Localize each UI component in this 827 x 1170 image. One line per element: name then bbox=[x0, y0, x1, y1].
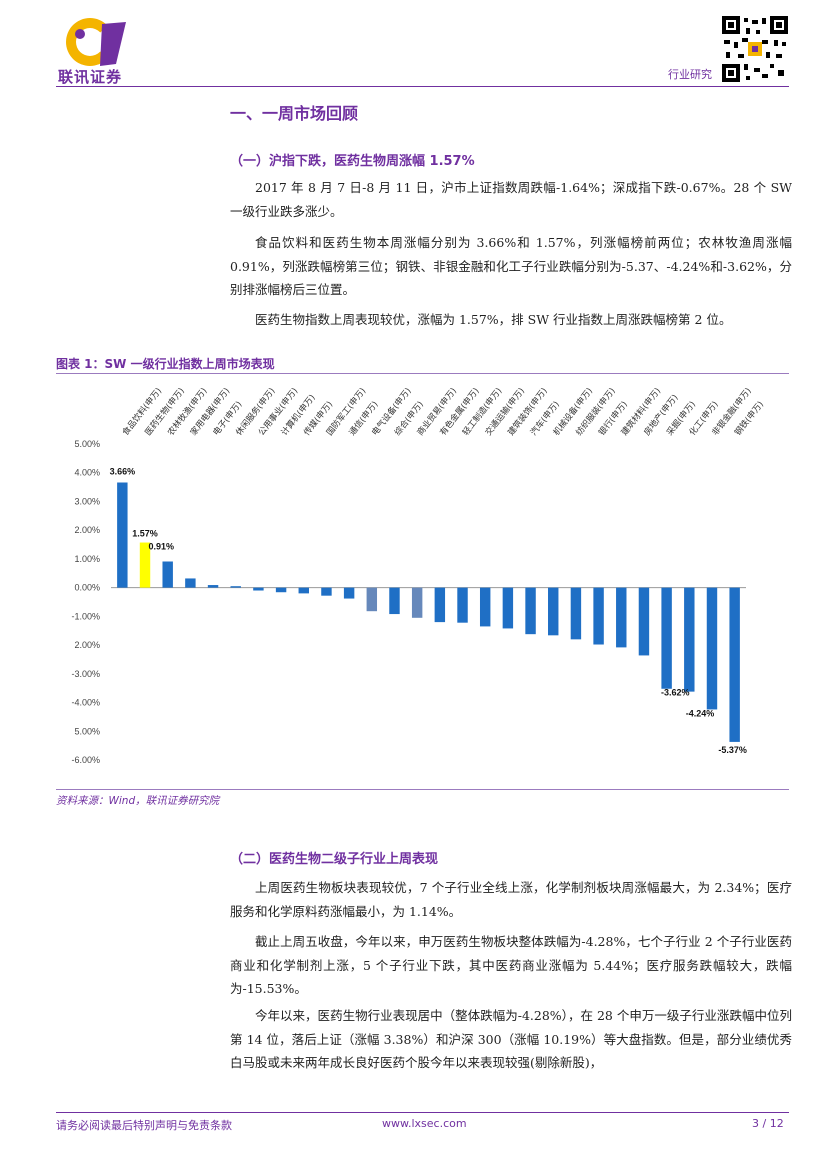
bar-22 bbox=[616, 587, 627, 648]
y-tick-label: 0.00% bbox=[74, 583, 100, 593]
category-label: 食品饮料(申万) bbox=[120, 386, 164, 438]
bar-10 bbox=[343, 587, 355, 599]
section-title: 一、一周市场回顾 bbox=[230, 104, 359, 123]
category-label: 纺织服装(申万) bbox=[574, 386, 618, 438]
y-tick-label: 3.00% bbox=[74, 496, 100, 506]
bar-18 bbox=[525, 587, 536, 635]
bar-1 bbox=[139, 542, 151, 588]
disclaimer-link[interactable]: 请务必阅读最后特别声明与免责条款 bbox=[56, 1119, 232, 1132]
paragraph: 上周医药生物板块表现较优，7 个子行业全线上涨，化学制剂板块周涨幅最大，为 2.… bbox=[230, 880, 792, 919]
category-label: 休闲服务(申万) bbox=[233, 386, 277, 438]
bar-12 bbox=[389, 587, 400, 615]
figure-top-rule bbox=[56, 373, 789, 374]
category-label: 国防军工(申万) bbox=[324, 386, 368, 438]
subsection-title-2: （二）医药生物二级子行业上周表现 bbox=[230, 852, 439, 867]
data-label: 0.91% bbox=[148, 541, 174, 551]
bar-27 bbox=[729, 587, 740, 742]
figure-source: 资料来源：Wind，联讯证券研究院 bbox=[56, 795, 220, 807]
bar-15 bbox=[457, 587, 468, 623]
bar-17 bbox=[502, 587, 514, 629]
y-tick-label: -1.00% bbox=[71, 611, 100, 621]
category-label: 电气设备(申万) bbox=[369, 386, 413, 438]
bar-4 bbox=[207, 585, 219, 588]
bar-3 bbox=[185, 578, 196, 588]
category-label: 建筑装饰(申万) bbox=[506, 386, 550, 438]
category-label: 交通运输(申万) bbox=[483, 386, 527, 438]
figure-title: 图表 1：SW 一级行业指数上周市场表现 bbox=[56, 357, 275, 371]
company-logo bbox=[66, 16, 126, 68]
header-divider bbox=[56, 86, 789, 87]
bar-5 bbox=[230, 586, 241, 588]
y-tick-label: 5.00% bbox=[74, 439, 100, 449]
section-label: 行业研究 bbox=[668, 68, 712, 81]
category-label: 家用电器(申万) bbox=[188, 386, 232, 438]
data-label: -4.24% bbox=[686, 708, 715, 718]
data-label: 1.57% bbox=[132, 529, 158, 539]
bar-6 bbox=[253, 587, 264, 591]
bar-7 bbox=[275, 587, 287, 593]
y-tick-label: -4.00% bbox=[71, 698, 100, 708]
paragraph: 截止上周五收盘，今年以来，申万医药生物板块整体跌幅为-4.28%，七个子行业 2… bbox=[230, 934, 792, 996]
website-link[interactable]: www.lxsec.com bbox=[382, 1117, 467, 1130]
data-label: -3.62% bbox=[661, 688, 690, 698]
y-tick-label: 4.00% bbox=[74, 468, 100, 478]
data-label: 3.66% bbox=[110, 466, 136, 476]
bar-chart: 5.00% 4.00% 3.00% 2.00% 1.00% 0.00% -1.00% 2.00… bbox=[71, 386, 766, 765]
bar-21 bbox=[593, 587, 604, 645]
category-label: 医药生物(申万) bbox=[143, 386, 187, 438]
page-number: 3 / 12 bbox=[752, 1117, 784, 1130]
bar-8 bbox=[298, 587, 309, 594]
category-label: 公用事业(申万) bbox=[256, 386, 300, 438]
subsection-title-1: （一）沪指下跌，医药生物周涨幅 1.57% bbox=[230, 154, 475, 169]
category-label: 机械设备(申万) bbox=[551, 386, 595, 438]
bar-14 bbox=[434, 587, 446, 623]
y-tick-label: -6.00% bbox=[71, 755, 100, 765]
bar-26 bbox=[706, 587, 718, 710]
data-label: -5.37% bbox=[718, 745, 747, 755]
footer-divider bbox=[56, 1112, 789, 1113]
category-label: 有色金属(申万) bbox=[438, 386, 482, 438]
bar-2 bbox=[162, 561, 173, 588]
category-label: 商业贸易(申万) bbox=[415, 386, 459, 438]
category-label: 轻工制造(申万) bbox=[460, 386, 504, 438]
bar-20 bbox=[570, 587, 582, 640]
paragraph: 食品饮料和医药生物本周涨幅分别为 3.66%和 1.57%，列涨幅榜前两位；农林… bbox=[230, 235, 792, 297]
bar-19 bbox=[548, 587, 559, 636]
category-label: 建筑材料(申万) bbox=[619, 386, 663, 438]
bar-23 bbox=[638, 587, 650, 656]
y-tick-label: 2.00% bbox=[74, 640, 100, 650]
bar-11 bbox=[366, 587, 378, 612]
y-tick-label: -3.00% bbox=[71, 669, 100, 679]
bar-13 bbox=[411, 587, 423, 618]
company-name: 联讯证券 bbox=[58, 68, 123, 86]
paragraph: 2017 年 8 月 7 日-8 月 11 日，沪市上证指数周跌幅-1.64%；… bbox=[230, 180, 792, 219]
y-tick-label: 2.00% bbox=[74, 525, 100, 535]
y-tick-label: 5.00% bbox=[74, 726, 100, 736]
bar-25 bbox=[684, 587, 695, 692]
bar-16 bbox=[479, 587, 491, 627]
bar-0 bbox=[117, 482, 128, 588]
bar-24 bbox=[661, 587, 672, 689]
figure-bottom-rule bbox=[56, 789, 789, 790]
y-tick-label: 1.00% bbox=[74, 554, 100, 564]
category-label: 非银金融(申万) bbox=[710, 386, 754, 438]
category-label: 农林牧渔(申万) bbox=[165, 386, 209, 438]
paragraph: 今年以来，医药生物行业表现居中（整体跌幅为-4.28%），在 28 个申万一级子… bbox=[230, 1008, 792, 1070]
bar-9 bbox=[321, 587, 332, 596]
qr-code-icon bbox=[722, 16, 788, 82]
paragraph: 医药生物指数上周表现较优，涨幅为 1.57%，排 SW 行业指数上周涨跌幅榜第 … bbox=[255, 312, 732, 327]
